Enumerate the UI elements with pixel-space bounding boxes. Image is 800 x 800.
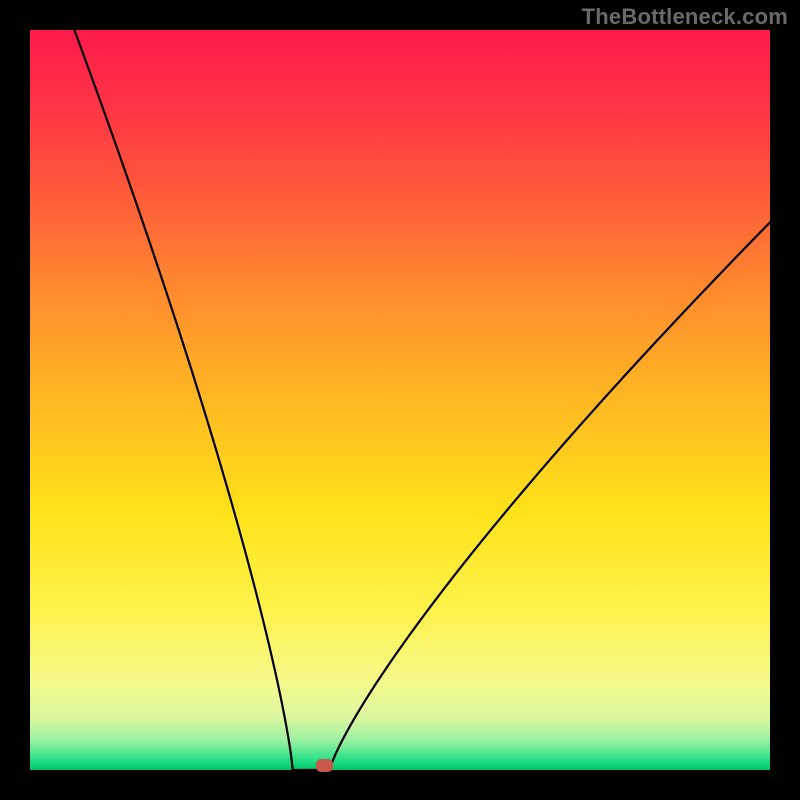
optimal-point-marker — [316, 759, 333, 772]
watermark-text: TheBottleneck.com — [582, 4, 788, 30]
plot-area — [30, 30, 770, 770]
plot-background — [30, 30, 770, 770]
plot-svg — [30, 30, 770, 770]
chart-frame: TheBottleneck.com — [0, 0, 800, 800]
